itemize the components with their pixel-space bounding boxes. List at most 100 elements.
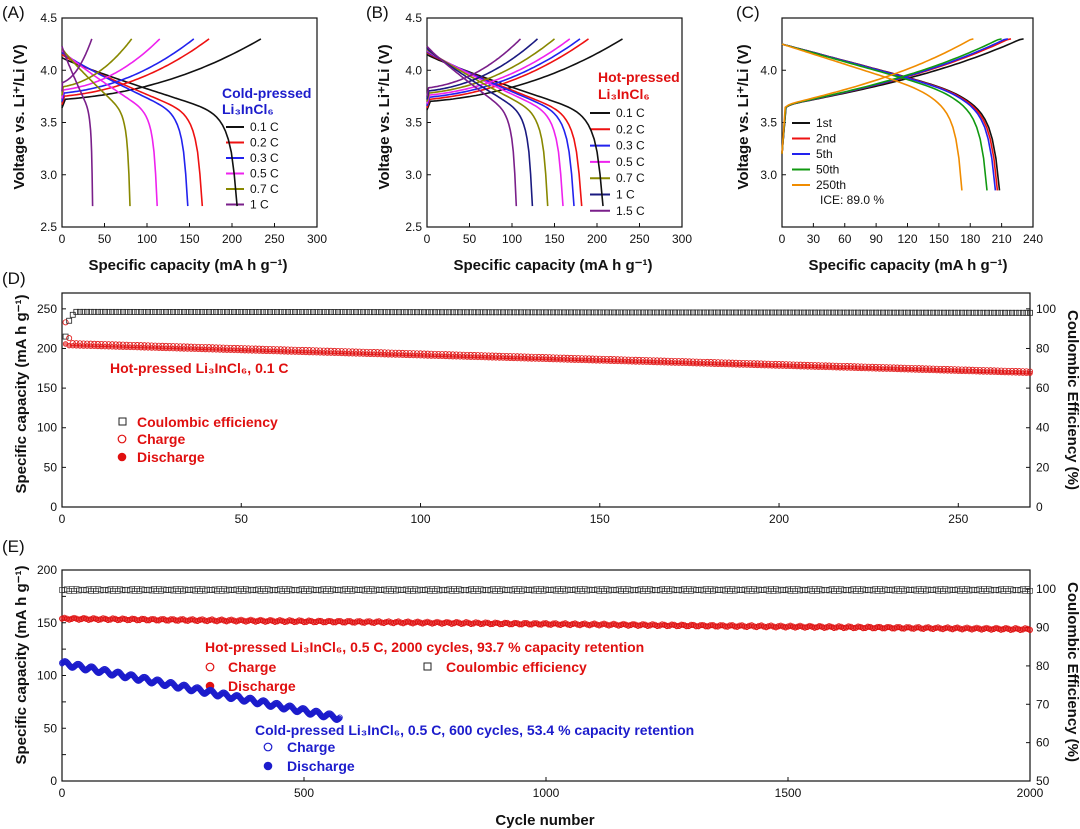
panel-d-ce-point bbox=[453, 309, 460, 316]
panel-d-ce-point bbox=[474, 309, 481, 316]
panel-d-xtick-label: 100 bbox=[411, 512, 431, 526]
panel-c-legend-label-1st: 1st bbox=[816, 116, 833, 130]
panel-d-ce-point bbox=[725, 309, 732, 316]
panel-d-ce-point bbox=[281, 309, 288, 315]
panel-d-ce-point bbox=[833, 309, 840, 316]
panel-d-ce-point bbox=[955, 309, 962, 316]
panel-a-annotation-2: Li₃InCl₆ bbox=[222, 101, 274, 117]
panel-d-ce-point bbox=[69, 311, 76, 318]
panel-d-ce-point bbox=[976, 309, 983, 316]
panel-d-ce-point bbox=[915, 309, 922, 316]
panel-d-ce-point bbox=[410, 309, 417, 316]
panel-c-xtick-label: 90 bbox=[869, 232, 883, 246]
panel-d-ce-point bbox=[912, 309, 919, 316]
panel-d-ce-point bbox=[1019, 309, 1026, 316]
panel-d-ce-point bbox=[109, 308, 116, 315]
panel-d-ce-point bbox=[220, 309, 227, 315]
panel-d-annotation: Hot-pressed Li₃InCl₆, 0.1 C bbox=[110, 360, 289, 376]
panel-d-ce-point bbox=[238, 309, 245, 315]
panel-d-y2tick-label: 60 bbox=[1036, 381, 1050, 395]
panel-d-ce-point bbox=[206, 309, 212, 315]
panel-d-ce-point bbox=[442, 309, 449, 316]
panel-d-ce-point bbox=[137, 309, 144, 315]
panel-b-charge-curve-1 C bbox=[426, 38, 539, 100]
panel-d-ce-point bbox=[822, 309, 829, 316]
panel-d-ce-point bbox=[539, 309, 546, 316]
panel-d-ce-point bbox=[292, 309, 298, 315]
panel-e-y2tick-label: 100 bbox=[1036, 582, 1056, 596]
panel-d-ce-point bbox=[446, 309, 453, 316]
panel-c-xlabel: Specific capacity (mA h g⁻¹) bbox=[808, 257, 1007, 274]
panel-a-charge-curve-1 C bbox=[61, 38, 93, 92]
panel-e-y2tick-label: 60 bbox=[1036, 736, 1050, 750]
panel-d-ce-point bbox=[1009, 309, 1015, 316]
panel-b-legend-label-1 C: 1 C bbox=[616, 188, 635, 202]
panel-d-ce-point bbox=[589, 309, 596, 316]
panel-d-ce-point bbox=[948, 309, 955, 316]
panel-b-legend-label-0.2 C: 0.2 C bbox=[616, 122, 645, 136]
panel-d-ce-point bbox=[923, 309, 929, 316]
panel-d-xtick-label: 200 bbox=[769, 512, 789, 526]
panel-label-e: (E) bbox=[2, 537, 25, 556]
panel-d-ce-point bbox=[1005, 309, 1012, 316]
panel-d-ce-point bbox=[127, 308, 134, 315]
panel-d-ce-point bbox=[503, 309, 510, 316]
panel-d-ce-point bbox=[521, 309, 528, 316]
panel-d-ce-point bbox=[507, 309, 514, 316]
panel-b-xtick-label: 0 bbox=[424, 232, 431, 246]
panel-d-ce-point bbox=[241, 309, 248, 315]
panel-a-discharge-curve-0.2 C bbox=[61, 53, 204, 207]
panel-d-ce-point bbox=[345, 309, 352, 316]
panel-e-hot-discharge-point bbox=[1027, 627, 1033, 634]
panel-d-ce-point bbox=[783, 309, 790, 316]
panel-d-ce-point bbox=[295, 309, 302, 315]
panel-e-xtick-label: 0 bbox=[59, 786, 66, 800]
panel-b-charge-curve-0.7 C bbox=[426, 38, 556, 102]
panel-d-ce-point bbox=[1027, 309, 1033, 316]
panel-e-legend-ce-marker bbox=[423, 662, 432, 671]
panel-d-charge-point bbox=[66, 335, 73, 342]
panel-c-xtick-label: 0 bbox=[779, 232, 786, 246]
panel-d-ce-point bbox=[786, 309, 793, 316]
panel-d-ce-point bbox=[611, 309, 618, 316]
panel-d-ce-point bbox=[478, 309, 485, 316]
panel-d-discharge-point bbox=[1027, 370, 1033, 376]
panel-d-ce-point bbox=[550, 309, 557, 316]
panel-d-ce-point bbox=[170, 309, 177, 315]
panel-d-ce-point bbox=[460, 309, 467, 316]
panel-a-discharge-curve-1 C bbox=[61, 45, 94, 207]
panel-d-ce-point bbox=[865, 309, 872, 316]
panel-d-ce-point bbox=[213, 309, 220, 315]
panel-d-ce-point bbox=[435, 309, 442, 316]
panel-d-ce-point bbox=[736, 309, 743, 316]
panel-d-ce-point bbox=[259, 309, 266, 315]
panel-d-legend-ce-marker bbox=[118, 417, 127, 426]
panel-e-xtick-label: 1500 bbox=[775, 786, 802, 800]
panel-d-ce-point bbox=[636, 309, 643, 316]
panel-d-ce-point bbox=[374, 309, 381, 316]
panel-e-y2label: Coulombic Efficiency (%) bbox=[1064, 582, 1080, 762]
panel-d-ce-point bbox=[414, 309, 420, 316]
panel-d-ce-point bbox=[801, 309, 808, 316]
panel-c-xtick-label: 210 bbox=[992, 232, 1012, 246]
panel-d-ce-point bbox=[102, 308, 108, 315]
panel-d-ce-point bbox=[675, 309, 682, 316]
panel-d-ce-point bbox=[761, 309, 768, 316]
panel-e-ytick-label: 0 bbox=[50, 774, 57, 788]
panel-d-legend-ce: Coulombic efficiency bbox=[137, 414, 278, 430]
panel-e-ytick-label: 150 bbox=[37, 616, 57, 630]
panel-d-ce-point bbox=[797, 309, 804, 316]
panel-b-legend-label-0.7 C: 0.7 C bbox=[616, 171, 645, 185]
panel-d-ce-point bbox=[417, 309, 424, 316]
panel-d-ce-point bbox=[851, 309, 858, 316]
panel-d-ce-point bbox=[546, 309, 553, 316]
panel-a-ytick-label: 3.5 bbox=[40, 116, 57, 130]
panel-d-ce-point bbox=[672, 309, 678, 316]
panel-c-xtick-label: 30 bbox=[807, 232, 821, 246]
panel-b-legend-label-0.5 C: 0.5 C bbox=[616, 155, 645, 169]
panel-d-ce-point bbox=[306, 309, 313, 315]
panel-d-ce-point bbox=[525, 309, 531, 316]
panel-d-ce-point bbox=[887, 309, 894, 316]
panel-e-frame bbox=[61, 569, 1031, 782]
panel-c-legend-label-250th: 250th bbox=[816, 178, 846, 192]
